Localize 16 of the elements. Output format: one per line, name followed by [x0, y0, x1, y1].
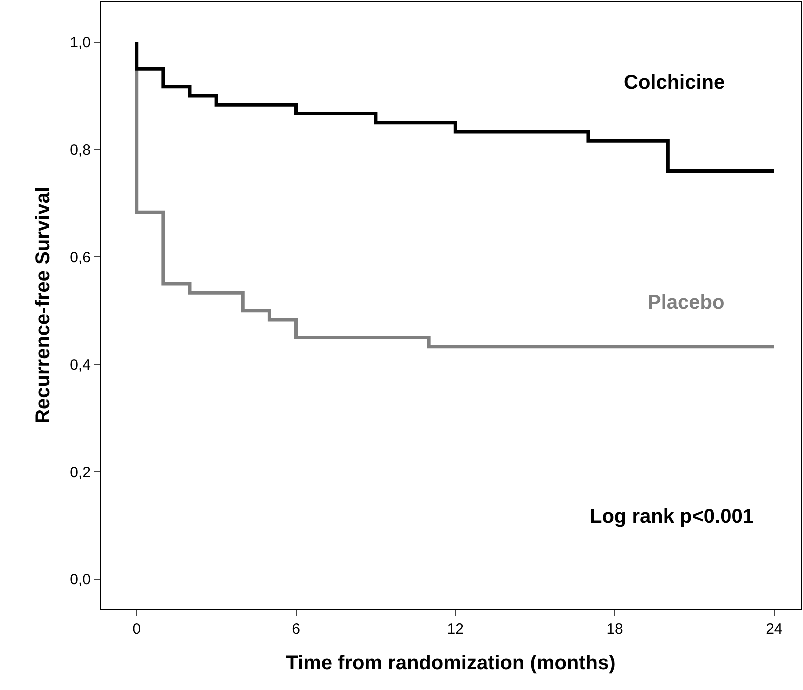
x-tick-label: 0 [132, 621, 142, 638]
y-tick-label: 0,6 [70, 249, 91, 266]
series-label: Placebo [648, 292, 725, 314]
y-tick-label: 0,0 [70, 572, 91, 589]
text: Colchicine [624, 72, 726, 94]
x-tick-label: 24 [766, 621, 783, 638]
y-axis-title: Recurrence-free Survival [32, 187, 55, 424]
x-tick-label: 6 [292, 621, 300, 638]
y-tick-label: 0,2 [70, 464, 91, 482]
y-tick-label: 0,4 [70, 356, 91, 374]
x-axis-title: Time from randomization (months) [286, 652, 616, 674]
x-tick-label: 12 [447, 621, 464, 638]
x-tick-label: 18 [606, 621, 624, 638]
y-tick-label: 0,8 [70, 142, 91, 159]
annotation: Log rank p<0.001 [590, 506, 754, 528]
y-tick-label: 1,0 [70, 34, 91, 52]
